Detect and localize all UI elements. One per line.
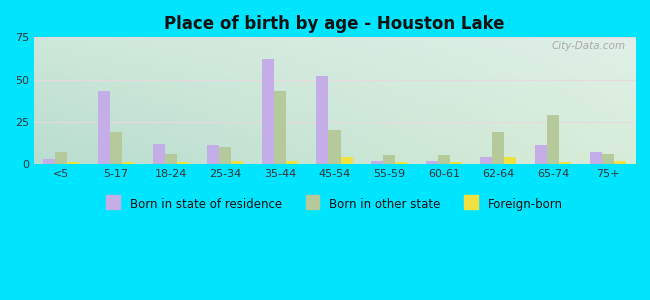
Bar <box>44 159 55 164</box>
Bar <box>110 132 122 164</box>
Bar <box>231 160 243 164</box>
Bar <box>177 162 188 164</box>
Legend: Born in state of residence, Born in other state, Foreign-born: Born in state of residence, Born in othe… <box>106 198 563 211</box>
Bar <box>153 144 164 164</box>
Bar <box>504 157 517 164</box>
Bar <box>219 147 231 164</box>
Bar <box>614 160 626 164</box>
Bar <box>395 162 407 164</box>
Bar <box>164 154 177 164</box>
Bar <box>328 130 341 164</box>
Bar <box>559 162 571 164</box>
Bar <box>98 91 110 164</box>
Bar <box>286 160 298 164</box>
Bar <box>317 76 328 164</box>
Bar <box>122 162 134 164</box>
Bar <box>383 155 395 164</box>
Bar <box>371 160 383 164</box>
Bar <box>341 157 352 164</box>
Bar <box>493 132 504 164</box>
Title: Place of birth by age - Houston Lake: Place of birth by age - Houston Lake <box>164 15 505 33</box>
Bar <box>602 154 614 164</box>
Bar <box>437 155 450 164</box>
Bar <box>535 145 547 164</box>
Bar <box>262 59 274 164</box>
Bar <box>207 145 219 164</box>
Bar <box>426 160 437 164</box>
Bar <box>590 152 602 164</box>
Bar <box>547 115 559 164</box>
Bar <box>480 157 493 164</box>
Bar <box>450 162 461 164</box>
Bar <box>68 162 79 164</box>
Bar <box>274 91 286 164</box>
Bar <box>55 152 68 164</box>
Text: City-Data.com: City-Data.com <box>552 41 626 51</box>
